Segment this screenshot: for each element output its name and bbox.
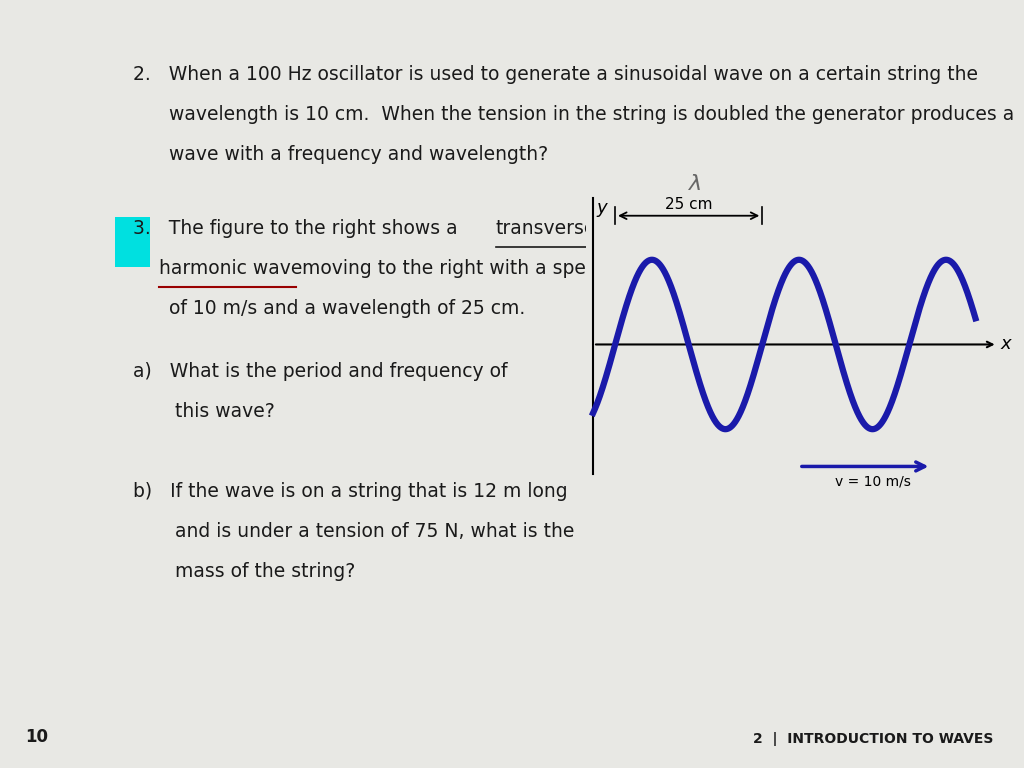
Text: mass of the string?: mass of the string? — [133, 562, 355, 581]
Text: y: y — [597, 199, 607, 217]
FancyBboxPatch shape — [115, 217, 150, 267]
Text: and is under a tension of 75 N, what is the: and is under a tension of 75 N, what is … — [133, 522, 574, 541]
Text: b)   If the wave is on a string that is 12 m long: b) If the wave is on a string that is 12… — [133, 482, 567, 502]
Text: wavelength is 10 cm.  When the tension in the string is doubled the generator pr: wavelength is 10 cm. When the tension in… — [133, 105, 1015, 124]
Text: a)   What is the period and frequency of: a) What is the period and frequency of — [133, 362, 508, 381]
Text: 3.   The figure to the right shows a: 3. The figure to the right shows a — [133, 219, 464, 238]
Text: 2  |  INTRODUCTION TO WAVES: 2 | INTRODUCTION TO WAVES — [753, 733, 993, 746]
Text: v = 10 m/s: v = 10 m/s — [835, 475, 910, 489]
Text: this wave?: this wave? — [133, 402, 274, 421]
Text: λ: λ — [689, 174, 702, 194]
Text: x: x — [1000, 336, 1011, 353]
Text: 25 cm: 25 cm — [665, 197, 713, 212]
Text: moving to the right with a speed: moving to the right with a speed — [296, 259, 609, 278]
Text: harmonic wave: harmonic wave — [159, 259, 302, 278]
Text: 10: 10 — [26, 729, 48, 746]
Text: of 10 m/s and a wavelength of 25 cm.: of 10 m/s and a wavelength of 25 cm. — [133, 299, 525, 318]
Text: 2.   When a 100 Hz oscillator is used to generate a sinusoidal wave on a certain: 2. When a 100 Hz oscillator is used to g… — [133, 65, 978, 84]
Text: wave with a frequency and wavelength?: wave with a frequency and wavelength? — [133, 145, 548, 164]
Text: transverse: transverse — [496, 219, 596, 238]
